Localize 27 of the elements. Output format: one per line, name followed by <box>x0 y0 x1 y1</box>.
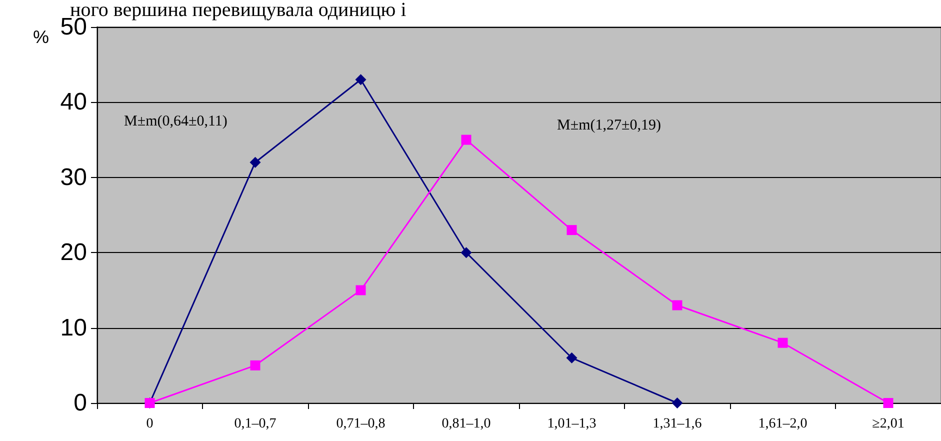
y-tick-label: 20 <box>60 239 87 266</box>
point <box>250 360 260 370</box>
point <box>356 285 366 296</box>
x-tick-label: 0,81–1,0 <box>442 416 491 432</box>
y-tick-label: 30 <box>60 164 87 191</box>
point <box>566 352 578 364</box>
y-axis-title: % <box>32 27 49 47</box>
x-tick-label: 0,71–0,8 <box>336 416 386 432</box>
point <box>672 398 683 408</box>
x-tick-label: 0,1–0,7 <box>234 416 276 432</box>
x-tick-label: 1,31–1,6 <box>652 416 702 432</box>
y-tick-label: 10 <box>60 314 87 342</box>
point <box>883 398 894 408</box>
x-tick-label: 1,61–2,0 <box>758 416 808 432</box>
point <box>672 300 682 310</box>
point <box>778 338 788 348</box>
point <box>355 74 366 86</box>
point <box>250 156 261 168</box>
x-tick-label: ≥2,01 <box>872 416 904 432</box>
annotation: M±m(1,27±0,19) <box>557 118 661 134</box>
point <box>461 134 472 145</box>
y-tick-label: 40 <box>60 88 87 116</box>
x-tick-label: 0 <box>146 416 154 432</box>
point <box>460 247 472 258</box>
x-tick-label: 1,01–1,3 <box>547 416 596 432</box>
point <box>566 225 577 236</box>
annotation: M±m(0,64±0,11) <box>124 114 228 130</box>
